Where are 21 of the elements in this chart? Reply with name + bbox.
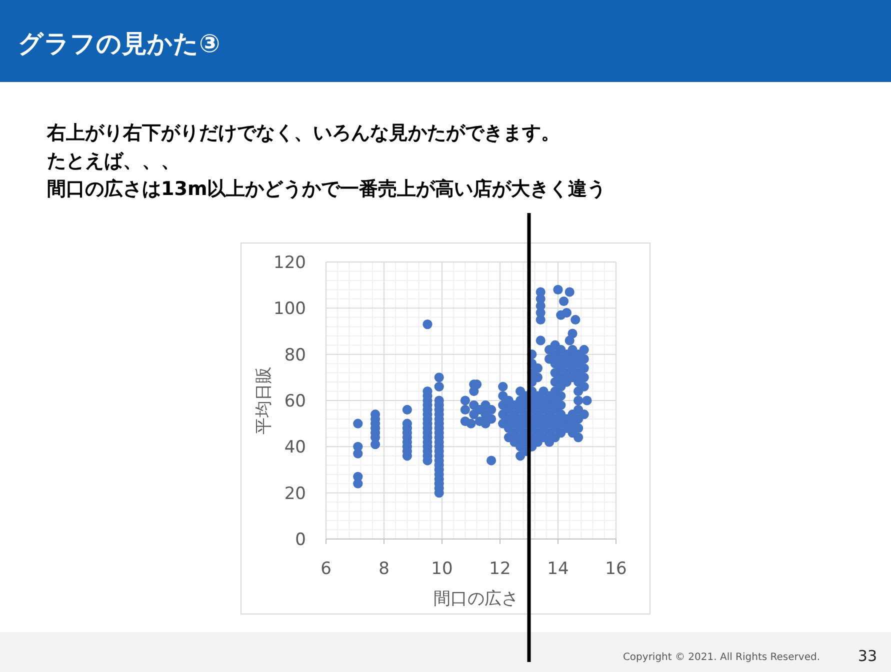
text: グラフの見かた③	[18, 29, 220, 58]
text: 間口の広さは13m以上かどうかで一番売上が高い店が大きく違う	[47, 178, 606, 200]
y-axis-title: 平均日販	[254, 366, 274, 434]
y-tick-label: 120	[274, 253, 306, 273]
x-tick-label: 6	[320, 559, 332, 579]
y-tick-label: 100	[274, 299, 306, 320]
x-tick-label: 8	[378, 559, 390, 579]
x-tick-label: 12	[489, 559, 511, 579]
text: Copyright © 2021. All Rights Reserved.	[622, 652, 820, 663]
x-tick-label: 10	[431, 559, 453, 579]
y-tick-label: 60	[284, 392, 306, 412]
text: 右上がり右下がりだけでなく、いろんな見かたができます。	[46, 122, 560, 144]
text: 33	[858, 647, 877, 665]
y-tick-label: 0	[295, 530, 306, 550]
y-tick-label: 80	[284, 345, 306, 366]
x-tick-label: 16	[605, 559, 627, 579]
y-tick-label: 20	[284, 484, 306, 504]
y-tick-label: 40	[284, 438, 306, 458]
x-tick-label: 14	[547, 559, 569, 579]
x-axis-title: 間口の広さ	[434, 589, 518, 609]
text: たとえば、、、	[47, 150, 180, 172]
